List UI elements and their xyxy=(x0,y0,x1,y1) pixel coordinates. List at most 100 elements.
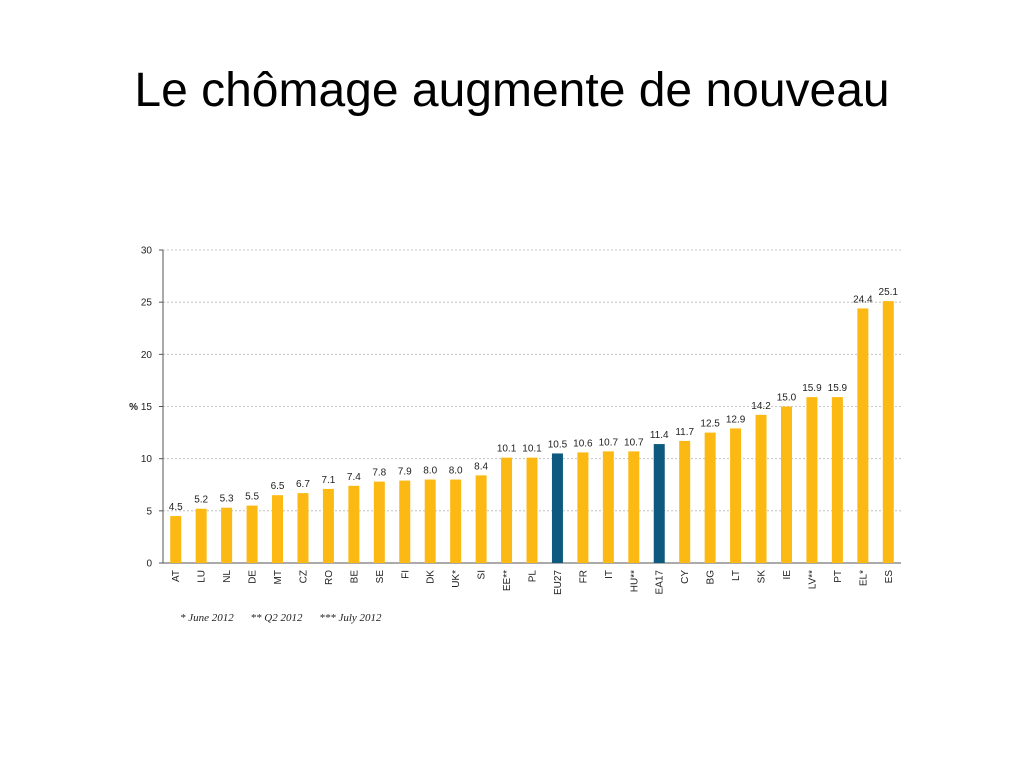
footnotes: * June 2012 ** Q2 2012 *** July 2012 xyxy=(180,612,396,624)
value-label: 10.7 xyxy=(599,437,619,448)
x-tick-label: MT xyxy=(273,570,284,584)
y-tick-label: 0 xyxy=(146,559,152,570)
y-tick-label: 30 xyxy=(141,246,153,257)
value-label: 10.1 xyxy=(522,444,542,455)
value-label: 10.5 xyxy=(548,439,568,450)
x-tick-label: LU xyxy=(197,570,208,583)
value-label: 25.1 xyxy=(879,287,899,298)
bar-eu27 xyxy=(551,453,563,563)
y-axis-label: % xyxy=(129,402,138,413)
y-tick-label: 10 xyxy=(141,454,153,465)
x-tick-label: DE xyxy=(248,570,259,584)
x-tick-labels: AT LU NL DE MT CZ RO BE SE FI DK UK* SI EE** PL EU27 FR I… xyxy=(171,570,895,595)
value-label: 11.4 xyxy=(650,430,669,441)
value-label: 7.9 xyxy=(398,467,412,478)
x-tick-label: NL xyxy=(222,570,233,583)
value-label: 12.5 xyxy=(700,419,720,430)
value-label: 14.2 xyxy=(751,401,771,412)
value-label: 24.4 xyxy=(853,294,873,305)
slide-title: Le chômage augmente de nouveau xyxy=(134,64,890,117)
x-tick-label: SE xyxy=(375,570,386,584)
bar-si xyxy=(475,475,487,563)
bar-mt xyxy=(272,495,284,563)
value-label: 6.7 xyxy=(296,479,310,490)
value-label: 15.0 xyxy=(777,393,797,404)
bar-pt xyxy=(831,397,843,563)
bar-de xyxy=(246,505,258,563)
bar-ro xyxy=(322,488,334,563)
y-tick-label: 20 xyxy=(141,350,153,361)
bar-ee xyxy=(501,457,513,563)
bar-lv xyxy=(806,397,818,563)
y-tick-label: 25 xyxy=(141,298,153,309)
x-tick-label: LT xyxy=(731,570,742,581)
x-tick-label: UK* xyxy=(451,570,462,588)
x-tick-label: ES xyxy=(884,570,895,584)
x-tick-label: FR xyxy=(578,570,589,583)
bar-uk xyxy=(450,479,462,563)
y-tick-labels: 0 5 10 15 20 25 30% xyxy=(129,246,152,570)
bar-lt xyxy=(730,428,742,563)
bar-dk xyxy=(424,479,436,563)
value-label: 5.3 xyxy=(220,494,234,505)
bar-bg xyxy=(704,432,716,563)
bar-nl xyxy=(221,507,233,563)
x-tick-label: HU** xyxy=(629,570,640,592)
value-label: 5.5 xyxy=(245,492,259,503)
x-tick-label: EL* xyxy=(858,570,869,586)
bar-es xyxy=(882,301,894,563)
x-tick-label: EA17 xyxy=(655,570,666,595)
value-label: 5.2 xyxy=(194,495,208,506)
value-label: 7.1 xyxy=(321,475,335,486)
x-tick-label: LV** xyxy=(807,570,818,589)
x-tick-label: PT xyxy=(833,570,844,583)
value-label: 15.9 xyxy=(828,383,848,394)
value-labels: 4.5 5.2 5.3 5.5 6.5 6.7 7.1 7.4 7.8 7.9 8.0 8.0 8.4 1… xyxy=(169,287,899,513)
value-label: 6.5 xyxy=(271,481,285,492)
x-tick-label: FI xyxy=(400,570,411,579)
footnote-june: * June 2012 xyxy=(180,612,234,624)
x-tick-label: DK xyxy=(426,570,437,584)
bar-ea17 xyxy=(653,444,665,563)
value-label: 12.9 xyxy=(726,414,746,425)
value-label: 4.5 xyxy=(169,502,183,513)
x-tick-label: PL xyxy=(528,570,539,583)
bar-se xyxy=(373,481,385,563)
x-tick-label: SI xyxy=(477,570,488,579)
bar-it xyxy=(602,451,614,563)
value-label: 7.4 xyxy=(347,472,361,483)
x-tick-label: EU27 xyxy=(553,570,564,595)
x-tick-label: IE xyxy=(782,570,793,580)
bar-sk xyxy=(755,414,767,563)
value-label: 8.0 xyxy=(423,466,437,477)
x-tick-label: EE** xyxy=(502,570,513,591)
bar-be xyxy=(348,485,360,563)
footnote-q2: ** Q2 2012 xyxy=(250,612,303,624)
bar-lu xyxy=(195,508,207,563)
y-tick-label: 5 xyxy=(146,506,152,517)
x-tick-label: BG xyxy=(706,570,717,585)
value-label: 11.7 xyxy=(675,427,694,438)
x-tick-label: AT xyxy=(171,570,182,582)
bar-fr xyxy=(577,452,589,563)
y-tick-label: 15 xyxy=(141,402,153,413)
bar-hu xyxy=(628,451,640,563)
value-label: 8.0 xyxy=(449,466,463,477)
x-tick-label: CZ xyxy=(298,570,309,583)
footnote-july: *** July 2012 xyxy=(319,612,382,624)
value-label: 7.8 xyxy=(372,468,386,479)
bar-ie xyxy=(780,406,792,563)
x-tick-label: CY xyxy=(680,570,691,584)
bar-el xyxy=(857,308,869,563)
bar-cy xyxy=(679,440,691,563)
value-label: 10.6 xyxy=(573,438,593,449)
value-label: 8.4 xyxy=(474,461,488,472)
x-tick-label: SK xyxy=(757,570,768,584)
bar-at xyxy=(170,516,182,563)
x-tick-label: IT xyxy=(604,570,615,579)
value-label: 10.7 xyxy=(624,437,644,448)
value-label: 10.1 xyxy=(497,444,517,455)
x-tick-label: RO xyxy=(324,570,335,585)
value-label: 15.9 xyxy=(802,383,822,394)
